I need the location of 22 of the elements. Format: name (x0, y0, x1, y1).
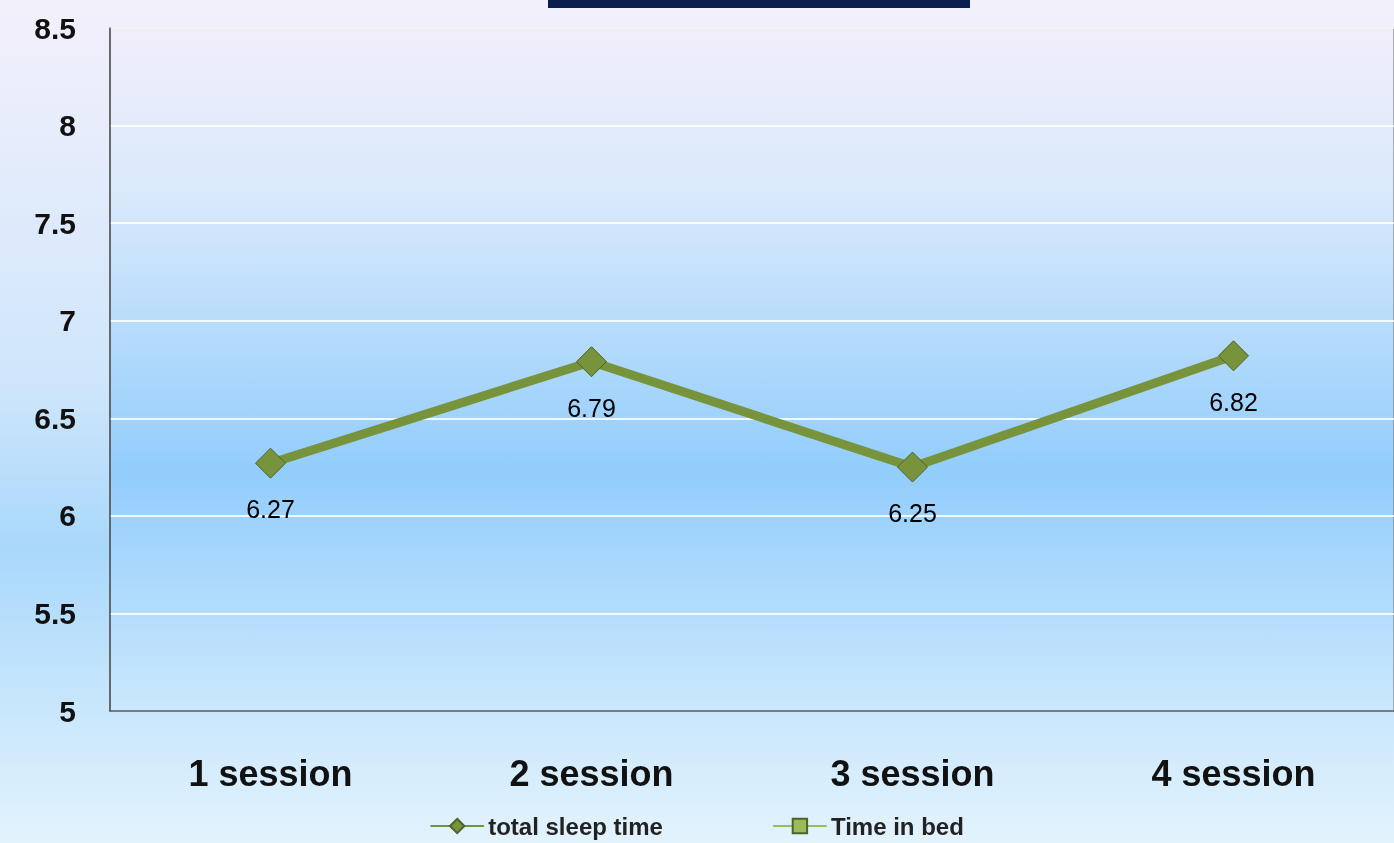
point (1218, 340, 1249, 372)
x-tick-label: 2 session (509, 752, 674, 794)
y-tick-label: 8.5 (34, 11, 76, 45)
point (576, 346, 607, 378)
x-tick-label: 1 session (188, 752, 353, 794)
y-tick-label: 6.5 (34, 401, 76, 435)
y-tick-label: 5 (59, 694, 76, 728)
x-tick-label: 4 session (1151, 752, 1316, 794)
data-label: 6.79 (567, 393, 616, 422)
y-tick-label: 7.5 (34, 206, 76, 240)
y-tick-label: 6 (59, 499, 76, 533)
y-tick-label: 7 (59, 304, 76, 338)
legend-label: total sleep time (488, 812, 663, 840)
legend-label: Time in bed (830, 812, 964, 840)
data-label: 6.27 (246, 495, 295, 524)
point (255, 447, 286, 479)
x-tick-label: 3 session (830, 752, 995, 794)
point (897, 451, 928, 483)
y-tick-label: 8 (59, 109, 76, 143)
data-label: 6.82 (1209, 387, 1258, 416)
y-tick-label: 5.5 (34, 596, 76, 630)
data-label: 6.25 (888, 499, 937, 528)
